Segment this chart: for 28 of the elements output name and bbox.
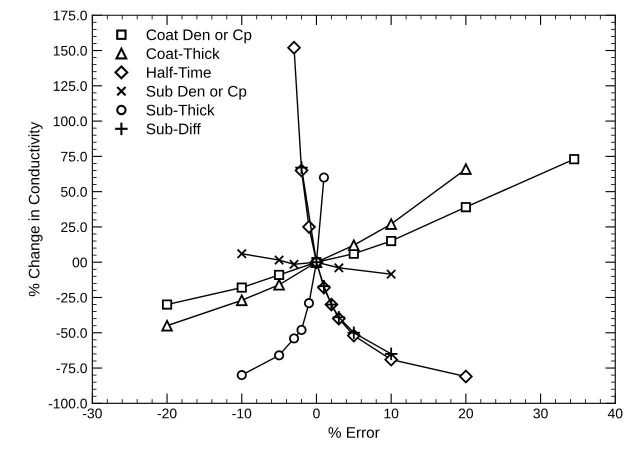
y-tick-label: 125.0 [54, 81, 87, 91]
legend-label: Half-Time [147, 66, 211, 78]
y-axis-title: % Change in Conductivity [28, 122, 43, 296]
y-tick-label: 150.0 [54, 46, 87, 56]
legend-label: Coat-Thick [146, 48, 220, 60]
legend-label: Sub-Diff [146, 123, 201, 134]
x-tick-label: 20 [458, 408, 474, 418]
y-tick-label: -25.0 [56, 292, 87, 303]
x-tick-label: 0 [313, 408, 320, 418]
x-tick-label: 40 [608, 408, 622, 418]
y-tick-label: -75.0 [56, 363, 87, 374]
x-tick-label: -30 [82, 408, 102, 418]
y-tick-label: -50.0 [56, 328, 87, 338]
x-tick-label: -10 [232, 408, 252, 418]
y-tick-label: 100.0 [54, 116, 87, 126]
y-tick-label: 25.0 [61, 222, 87, 232]
y-tick-label: 00 [72, 258, 87, 268]
legend-label: Coat Den or Cp [146, 29, 252, 44]
y-tick-label: -100.0 [48, 398, 87, 408]
x-axis-title: % Error [328, 427, 380, 438]
y-tick-label: 50.0 [61, 186, 87, 197]
legend-label: Sub Den or Cp [146, 85, 246, 100]
legend-label: Sub-Thick [146, 104, 215, 116]
x-tick-label: -20 [158, 408, 177, 418]
y-tick-label: 75.0 [61, 152, 87, 162]
x-tick-label: 10 [384, 408, 398, 418]
x-tick-label: 30 [533, 408, 548, 418]
y-tick-label: 175.0 [54, 10, 87, 20]
